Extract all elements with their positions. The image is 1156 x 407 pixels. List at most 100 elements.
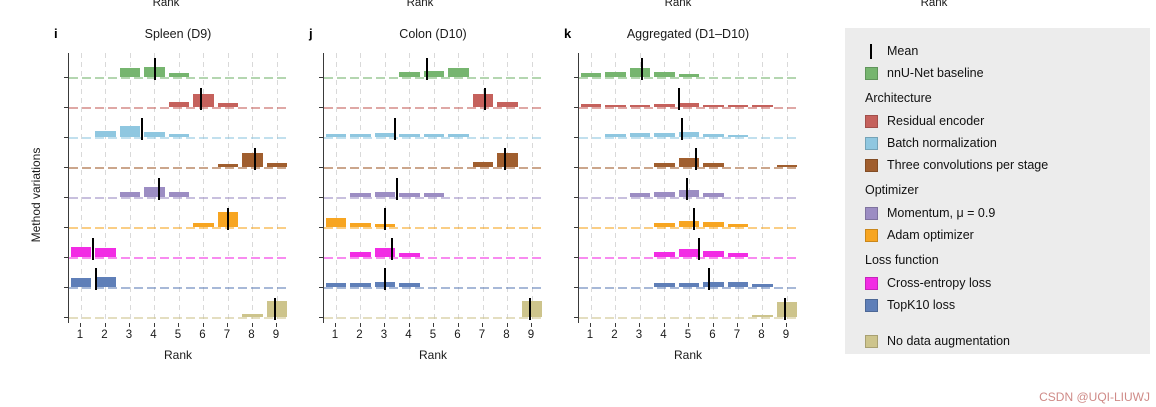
rank-bar-threeconv (654, 163, 675, 167)
mean-marker (393, 118, 396, 140)
y-axis-tick (64, 197, 69, 198)
x-axis-tick-label: 2 (356, 329, 363, 341)
x-axis-tick (712, 323, 714, 327)
x-axis-tick (433, 323, 434, 327)
y-axis-tick (319, 197, 324, 198)
crossentropy-swatch-icon (865, 276, 878, 290)
rank-bar-batchnorm (629, 133, 651, 137)
gridline (713, 53, 714, 323)
panel-k: k Aggregated (D1–D10) 1 2 3 4 5 6 7 8 9 Rank (560, 25, 822, 373)
rank-bar-topk10 (325, 283, 347, 287)
y-axis-tick (319, 137, 324, 138)
rank-bar-batchnorm (703, 133, 724, 137)
mean-marker (680, 118, 683, 140)
x-axis-tick-label: 7 (733, 329, 741, 341)
x-axis-tick-label: 8 (758, 329, 765, 341)
row-baseline-baseline (579, 77, 799, 79)
mean-marker (425, 58, 428, 80)
plot-area (574, 53, 799, 323)
x-axis-tick-label: 8 (248, 329, 255, 341)
x-axis-tick (129, 323, 130, 327)
rank-bar-adam (727, 224, 749, 227)
x-axis-tick-label: 5 (684, 329, 692, 341)
row-baseline-baseline (69, 77, 289, 79)
mean-line-icon (865, 43, 878, 59)
y-axis-tick (64, 257, 69, 258)
rank-bar-topk10 (95, 277, 116, 287)
x-axis-tick (761, 323, 763, 327)
gridline (80, 53, 82, 323)
x-axis-tick-label: 3 (635, 329, 643, 341)
legend-label: Loss function (865, 253, 939, 267)
rank-bar-momentum (423, 193, 445, 197)
x-axis-tick (688, 323, 689, 327)
rank-bar-residual (497, 101, 518, 107)
rank-bar-residual (703, 104, 724, 107)
panel-title: Colon (D10) (399, 27, 467, 41)
rank-bar-threeconv (266, 162, 288, 167)
rank-bar-crossentropy (399, 252, 420, 257)
legend-label: Cross-entropy loss (887, 276, 992, 290)
mean-marker (641, 58, 644, 80)
mean-marker (697, 238, 700, 260)
x-axis-tick-label: 6 (199, 329, 206, 341)
rank-bar-momentum (678, 189, 700, 197)
rank-bar-topk10 (703, 281, 724, 287)
rank-bar-threeconv (472, 161, 494, 167)
legend-header: Architecture (865, 86, 1142, 110)
baseline-swatch-icon (865, 66, 878, 80)
y-axis-tick (574, 167, 579, 168)
y-axis-tick (319, 77, 324, 78)
rank-bar-noaug (242, 314, 263, 317)
rank-bar-threeconv (776, 164, 798, 167)
x-axis-tick-label: 5 (174, 329, 182, 341)
mean-marker (783, 298, 786, 320)
top-axis-label: Rank (152, 0, 180, 9)
legend-item: Three convolutions per stage (865, 154, 1142, 176)
mean-marker (384, 268, 386, 290)
rank-bar-batchnorm (423, 133, 445, 137)
rank-bar-residual (580, 104, 602, 107)
rank-bar-batchnorm (605, 134, 626, 137)
x-axis-tick (590, 323, 591, 327)
legend-label: Three convolutions per stage (887, 158, 1049, 172)
y-axis-tick (319, 257, 324, 258)
x-axis-tick (639, 323, 640, 327)
legend-item: nnU-Net baseline (865, 62, 1142, 84)
legend-item: Momentum, μ = 0.9 (865, 202, 1142, 224)
rank-bar-momentum (654, 191, 675, 197)
y-axis-tick (319, 317, 324, 318)
x-axis-tick (359, 323, 361, 327)
rank-bar-momentum (350, 193, 371, 197)
y-axis-tick (64, 107, 69, 108)
row-baseline-crossentropy (579, 257, 799, 259)
rank-bar-adam (654, 223, 675, 227)
y-axis-tick (64, 227, 69, 228)
rank-bar-residual (654, 103, 675, 107)
y-axis-tick (574, 107, 579, 108)
x-axis-tick (457, 323, 459, 327)
x-axis-tick-label: 1 (76, 329, 84, 341)
rank-bar-batchnorm (727, 134, 749, 137)
x-axis-tick-label: 6 (709, 329, 716, 341)
x-axis-title: Rank (418, 348, 447, 362)
legend-label: Architecture (865, 91, 932, 105)
watermark: CSDN @UQI-LIUWJ (1039, 390, 1150, 404)
y-axis-tick (574, 257, 579, 258)
rank-bar-residual (629, 104, 651, 107)
row-baseline-noaug (69, 317, 289, 319)
rank-bar-threeconv (242, 152, 263, 167)
gridline (762, 53, 763, 323)
topk10-swatch-icon (865, 298, 878, 312)
x-axis-tick (531, 323, 532, 327)
legend-label: nnU-Net baseline (887, 66, 984, 80)
gridline (531, 53, 533, 323)
row-baseline-momentum (579, 197, 799, 199)
panel-letter-k: k (564, 26, 572, 41)
rank-bar-crossentropy (703, 250, 724, 257)
rank-bar-crossentropy (70, 247, 92, 257)
rank-bar-noaug (752, 314, 773, 317)
legend-label: Residual encoder (887, 114, 985, 128)
rank-bar-residual (217, 102, 239, 107)
gridline (252, 53, 253, 323)
